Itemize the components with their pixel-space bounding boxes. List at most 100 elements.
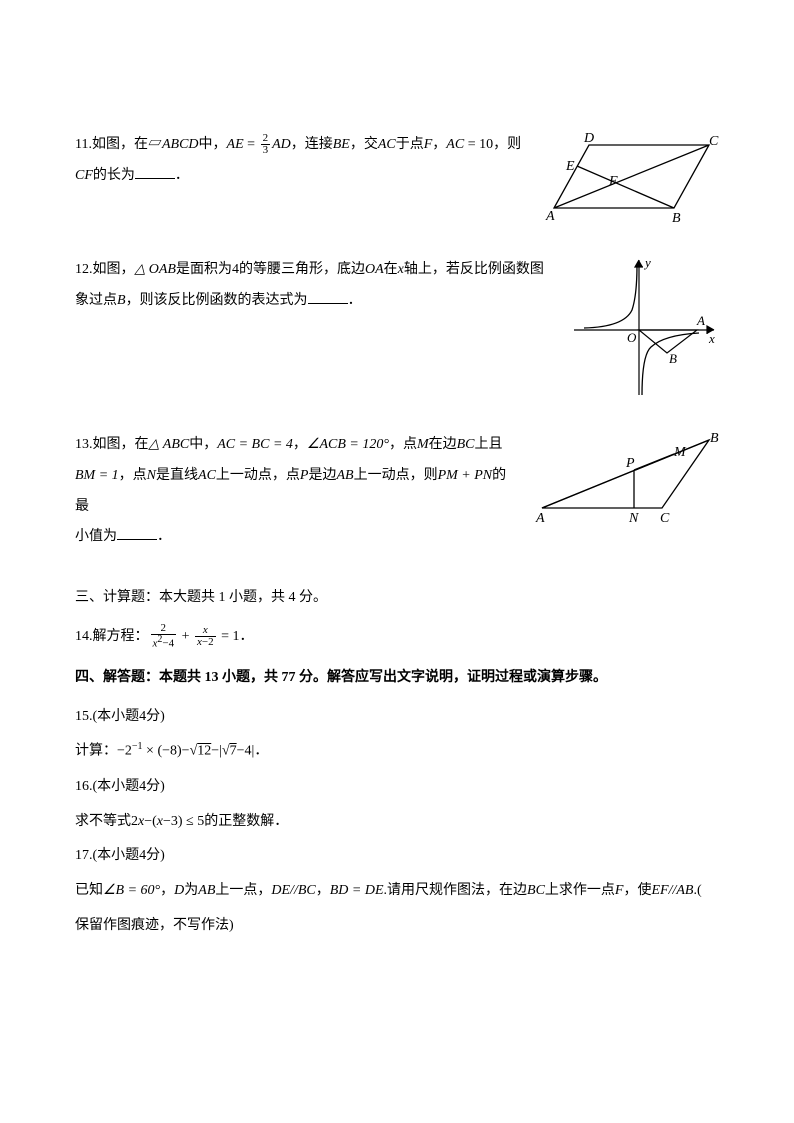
p13-n: N	[147, 468, 156, 483]
section-4-header: 四、解答题：本题共 13 小题，共 77 分。解答应写出文字说明，证明过程或演算…	[75, 663, 719, 694]
p17-t5: ，	[316, 883, 330, 898]
p11-abcd: ABCD	[162, 137, 199, 152]
p14-f2n: x	[195, 625, 216, 636]
p14-plus: +	[178, 629, 193, 644]
p11-t3: ，连接	[291, 137, 333, 152]
p13-t7: ，点	[119, 468, 147, 483]
p17-t8: ，使	[623, 883, 651, 898]
problem-11: 11.如图，在▱ABCD中，AE = 23AD，连接BE，交AC于点F，AC =…	[75, 130, 719, 225]
p12-t1: 12.如图，	[75, 262, 135, 277]
section-3-header: 三、计算题：本大题共 1 小题，共 4 分。	[75, 583, 719, 614]
p12-oa: OA	[365, 262, 384, 277]
p14-frac2: xx−2	[195, 625, 216, 648]
p13-t4: ，点	[389, 437, 417, 452]
problem-12-text: 12.如图，△ OAB是面积为4的等腰三角形，底边OA在x轴上，若反比例函数图 …	[75, 255, 569, 317]
fig11-F: F	[608, 174, 618, 189]
fig11-E: E	[565, 159, 575, 174]
p15-prefix: 计算：	[75, 744, 117, 759]
problem-12: 12.如图，△ OAB是面积为4的等腰三角形，底边OA在x轴上，若反比例函数图 …	[75, 255, 719, 400]
fig11-C: C	[709, 134, 719, 149]
p15-d: −4|．	[237, 744, 269, 759]
p15-a: −2	[117, 744, 132, 759]
p12-t8: ．	[348, 293, 362, 308]
p12-t6: 象过点	[75, 293, 117, 308]
problem-16: 求不等式2x−(x−3) ≤ 5的正整数解．	[75, 807, 719, 838]
p12-t3: 的等腰三角形，底边	[239, 262, 365, 277]
p11-t8: 的长为	[93, 168, 135, 183]
fig12-O: O	[627, 330, 637, 345]
p13-t1: 13.如图，在	[75, 437, 149, 452]
p11-frac-num: 2	[261, 133, 271, 144]
hyperbola-diagram: O A B x y	[569, 255, 719, 400]
p16-a: 2	[131, 814, 138, 829]
p11-frac-den: 3	[261, 144, 271, 156]
problem-14: 14.解方程：2x2−4 + xx−2 = 1．	[75, 622, 719, 653]
fig12-y: y	[643, 255, 651, 270]
p12-4: 4	[232, 262, 239, 277]
fig11-D: D	[583, 131, 594, 146]
p15-b: × (−8)−	[143, 744, 190, 759]
p14-f1d: x2−4	[151, 634, 177, 650]
problem-15-header: 15.(本小题4分)	[75, 702, 719, 733]
p14-prefix: 14.解方程：	[75, 629, 149, 644]
p11-frac: 23	[261, 133, 271, 156]
p13-t13: 小值为	[75, 529, 117, 544]
fig11-B: B	[672, 211, 681, 225]
fig12-x: x	[708, 331, 715, 346]
p17-d: D	[174, 883, 184, 898]
p17-b60: ∠B = 60°	[103, 883, 160, 898]
p16-prefix: 求不等式	[75, 814, 131, 829]
p13-t8: 是直线	[156, 468, 198, 483]
fig11-A: A	[545, 209, 555, 224]
p13-t10: 是边	[308, 468, 336, 483]
fig13-M: M	[673, 445, 687, 460]
p17-t1: 已知	[75, 883, 103, 898]
problem-17-line1: 已知∠B = 60°，D为AB上一点，DE//BC，BD = DE.请用尺规作图…	[75, 876, 719, 907]
p12-oab: △ OAB	[135, 262, 176, 277]
problem-13: 13.如图，在△ ABC中，AC = BC = 4，∠ACB = 120°，点M…	[75, 430, 719, 553]
p13-t14: ．	[157, 529, 171, 544]
problem-12-figure: O A B x y	[569, 255, 719, 400]
blank-13	[117, 526, 157, 540]
p13-t3: ，	[293, 437, 307, 452]
p13-t5: 在边	[429, 437, 457, 452]
p11-cf: CF	[75, 168, 93, 183]
p12-t5: 轴上，若反比例函数图	[404, 262, 544, 277]
p13-m: M	[417, 437, 429, 452]
p15-sqrt12: 12	[197, 744, 211, 759]
p13-t2: 中，	[189, 437, 217, 452]
triangle-diagram: A B C M N P	[534, 430, 719, 525]
p14-eq: = 1．	[218, 629, 254, 644]
problem-13-figure: A B C M N P	[534, 430, 719, 525]
fig13-N: N	[628, 511, 639, 525]
p12-b: B	[117, 293, 126, 308]
p11-ac2: AC	[446, 137, 464, 152]
p13-bm1: BM = 1	[75, 468, 119, 483]
p13-t6: 上且	[475, 437, 503, 452]
p17-debc: DE//BC	[271, 883, 315, 898]
fig12-A: A	[696, 313, 705, 328]
p17-t3: 为	[184, 883, 198, 898]
p13-abc: △ ABC	[149, 437, 190, 452]
problem-17-header: 17.(本小题4分)	[75, 841, 719, 872]
p17-efab: EF//AB	[651, 883, 693, 898]
p11-t2: 中，	[199, 137, 227, 152]
p17-t7: 上求作一点	[545, 883, 615, 898]
p17-t9: .(	[693, 883, 701, 898]
p13-t11: 上一动点，则	[354, 468, 438, 483]
problem-13-text: 13.如图，在△ ABC中，AC = BC = 4，∠ACB = 120°，点M…	[75, 430, 534, 553]
p14-f1d-b: −4	[162, 638, 174, 650]
p11-t6: ，	[432, 137, 446, 152]
p12-t4: 在	[384, 262, 398, 277]
fig12-B: B	[669, 351, 677, 366]
p12-t2: 是面积为	[176, 262, 232, 277]
p13-ab: AB	[336, 468, 353, 483]
problem-17-line2: 保留作图痕迹，不写作法)	[75, 911, 719, 942]
p15-sup: −1	[132, 741, 143, 752]
p17-bc: BC	[527, 883, 545, 898]
p17-t6: .请用尺规作图法，在边	[384, 883, 528, 898]
p13-ac: AC	[198, 468, 216, 483]
p14-f1n: 2	[151, 623, 177, 634]
fig13-P: P	[625, 456, 635, 471]
fig13-A: A	[535, 511, 545, 525]
